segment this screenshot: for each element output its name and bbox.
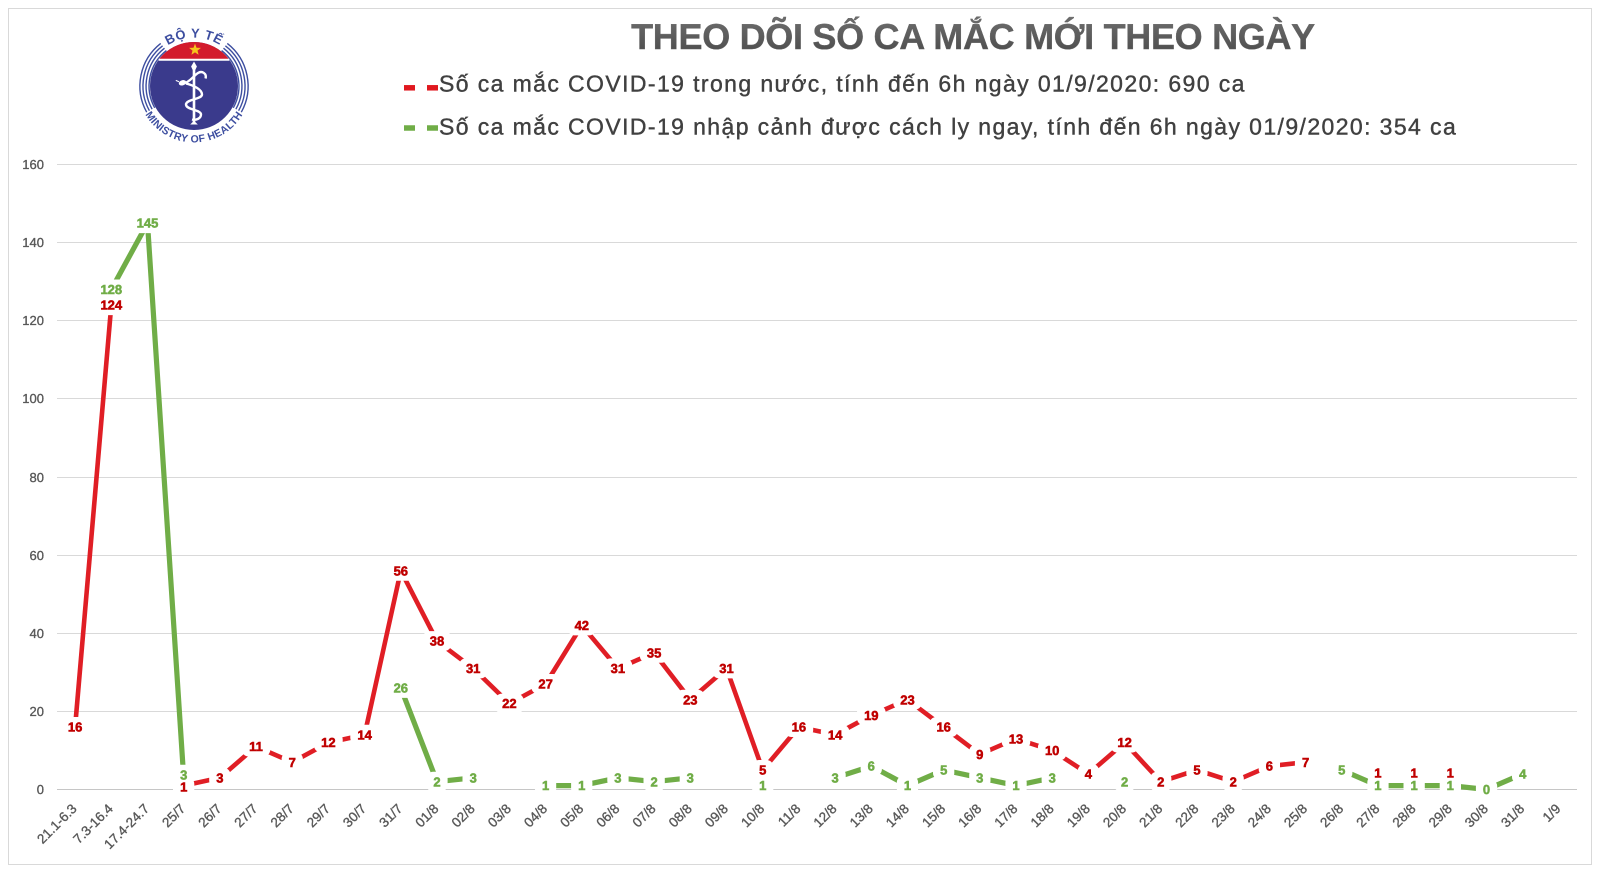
svg-text:124: 124 xyxy=(100,298,122,313)
svg-text:Số ca mắc COVID-19 nhập cảnh đ: Số ca mắc COVID-19 nhập cảnh được cách l… xyxy=(439,114,1457,140)
svg-text:35: 35 xyxy=(647,645,661,660)
svg-text:5: 5 xyxy=(940,763,947,778)
svg-text:2: 2 xyxy=(1121,774,1128,789)
svg-text:160: 160 xyxy=(22,157,44,172)
svg-text:3: 3 xyxy=(216,770,223,785)
svg-text:1: 1 xyxy=(1410,778,1417,793)
svg-text:12: 12 xyxy=(321,735,335,750)
svg-text:16: 16 xyxy=(792,720,806,735)
svg-text:1: 1 xyxy=(1012,778,1019,793)
svg-text:9: 9 xyxy=(976,747,983,762)
svg-text:4: 4 xyxy=(1519,767,1527,782)
svg-text:0: 0 xyxy=(37,782,44,797)
svg-text:31: 31 xyxy=(611,661,625,676)
svg-text:14: 14 xyxy=(357,727,372,742)
svg-text:6: 6 xyxy=(868,759,875,774)
svg-text:26: 26 xyxy=(394,681,408,696)
svg-text:16: 16 xyxy=(68,720,82,735)
svg-text:16: 16 xyxy=(936,720,950,735)
svg-text:THEO DÕI SỐ CA MẮC MỚI THEO NG: THEO DÕI SỐ CA MẮC MỚI THEO NGÀY xyxy=(631,16,1315,57)
svg-text:19: 19 xyxy=(864,708,878,723)
svg-text:2: 2 xyxy=(1230,774,1237,789)
svg-text:38: 38 xyxy=(430,634,444,649)
svg-text:20: 20 xyxy=(30,704,44,719)
svg-text:1: 1 xyxy=(759,778,766,793)
svg-text:Số ca mắc COVID-19 trong nước,: Số ca mắc COVID-19 trong nước, tính đến … xyxy=(439,70,1246,96)
svg-text:1: 1 xyxy=(904,778,911,793)
svg-text:7: 7 xyxy=(289,755,296,770)
svg-text:140: 140 xyxy=(22,235,44,250)
svg-text:5: 5 xyxy=(759,763,766,778)
svg-text:60: 60 xyxy=(30,548,44,563)
svg-text:1: 1 xyxy=(1447,765,1454,780)
svg-text:BỘ Y TẾ: BỘ Y TẾ xyxy=(162,26,225,48)
svg-text:42: 42 xyxy=(575,618,589,633)
svg-text:23: 23 xyxy=(683,692,697,707)
svg-text:40: 40 xyxy=(30,626,44,641)
svg-text:3: 3 xyxy=(180,767,187,782)
svg-text:3: 3 xyxy=(976,770,983,785)
svg-text:12: 12 xyxy=(1117,735,1131,750)
svg-text:145: 145 xyxy=(137,216,159,231)
svg-text:3: 3 xyxy=(614,770,621,785)
svg-text:3: 3 xyxy=(470,770,477,785)
svg-text:2: 2 xyxy=(1157,774,1164,789)
svg-text:1: 1 xyxy=(542,778,549,793)
svg-text:5: 5 xyxy=(1193,763,1200,778)
svg-text:31: 31 xyxy=(719,661,733,676)
svg-text:14: 14 xyxy=(828,727,843,742)
svg-text:23: 23 xyxy=(900,692,914,707)
svg-text:1: 1 xyxy=(1410,765,1417,780)
svg-text:10: 10 xyxy=(1045,743,1059,758)
svg-text:5: 5 xyxy=(1338,763,1345,778)
svg-text:3: 3 xyxy=(831,770,838,785)
svg-text:6: 6 xyxy=(1266,759,1273,774)
svg-text:31: 31 xyxy=(466,661,480,676)
svg-text:1: 1 xyxy=(180,780,187,795)
svg-text:22: 22 xyxy=(502,696,516,711)
svg-text:0: 0 xyxy=(1483,782,1490,797)
svg-text:120: 120 xyxy=(22,313,44,328)
svg-text:3: 3 xyxy=(687,770,694,785)
svg-text:13: 13 xyxy=(1009,731,1023,746)
svg-text:80: 80 xyxy=(30,470,44,485)
svg-text:2: 2 xyxy=(650,774,657,789)
svg-text:128: 128 xyxy=(100,282,122,297)
svg-text:2: 2 xyxy=(433,774,440,789)
svg-text:1: 1 xyxy=(1374,765,1381,780)
svg-text:27: 27 xyxy=(538,677,552,692)
svg-text:100: 100 xyxy=(22,391,44,406)
svg-text:4: 4 xyxy=(1085,767,1093,782)
svg-text:7: 7 xyxy=(1302,755,1309,770)
svg-text:1: 1 xyxy=(1447,778,1454,793)
svg-text:1: 1 xyxy=(1374,778,1381,793)
svg-text:3: 3 xyxy=(1049,770,1056,785)
svg-text:1: 1 xyxy=(578,778,585,793)
svg-text:11: 11 xyxy=(249,739,263,754)
svg-text:56: 56 xyxy=(394,563,408,578)
